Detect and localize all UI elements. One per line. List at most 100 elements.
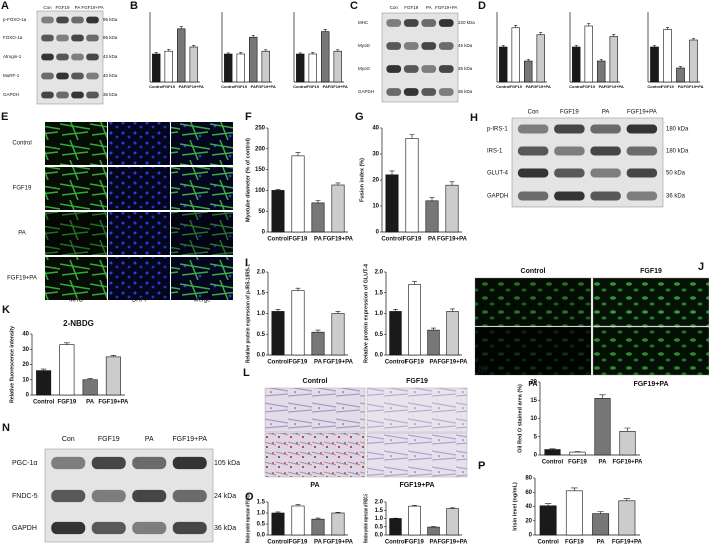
bar — [427, 526, 440, 536]
blot-band — [403, 42, 419, 50]
bar — [408, 505, 421, 536]
bar — [82, 379, 98, 396]
image-label: PA — [528, 381, 537, 388]
lane-label: Con — [62, 436, 75, 443]
size-label: 24 kDa — [214, 493, 236, 500]
error-bar — [429, 197, 435, 201]
bar — [594, 398, 611, 456]
lane-label: Con — [390, 5, 399, 10]
blot-band — [132, 521, 167, 535]
bar — [650, 46, 659, 83]
bar — [271, 311, 285, 356]
blot-band — [56, 16, 69, 24]
error-bar — [239, 52, 243, 54]
error-bar — [597, 511, 604, 514]
lane-label: FGF19 — [404, 5, 419, 10]
micrograph-shade — [475, 327, 591, 375]
error-bar — [549, 448, 556, 450]
y-tick-label: 80 — [525, 476, 532, 482]
x-tick-label: PA — [314, 237, 323, 243]
error-bar — [691, 37, 696, 40]
error-bar — [449, 181, 455, 186]
error-bar — [264, 49, 268, 52]
y-tick-label: 0.5 — [375, 332, 384, 338]
lane-label: PA — [602, 110, 610, 116]
lane-label: FGF19+PA — [435, 5, 457, 10]
bar — [164, 50, 173, 83]
x-tick-label: FGF19+PA — [98, 400, 129, 406]
y-tick-label: 30 — [22, 347, 29, 353]
panel-letter: D — [478, 0, 486, 12]
x-tick-label: Control — [267, 540, 289, 546]
error-bar — [412, 505, 417, 507]
x-tick-label: Control — [221, 84, 235, 89]
size-label: 40 kDa — [103, 73, 118, 78]
blot-band — [438, 42, 454, 50]
blot-band — [554, 146, 585, 156]
column-label: Merge — [193, 298, 211, 304]
x-tick-label: PA — [179, 84, 184, 89]
y-tick-label: 100 — [255, 188, 266, 194]
lane-label: PA — [75, 5, 81, 10]
y-tick-label: 10 — [530, 416, 537, 422]
bar — [177, 28, 186, 83]
image-label: PA — [310, 482, 319, 489]
bar — [389, 311, 402, 356]
bar — [544, 449, 561, 456]
bar — [663, 29, 672, 83]
error-bar — [315, 200, 321, 203]
micrograph — [108, 257, 170, 300]
y-axis-label: Relative protein expression of PGC-1α — [245, 494, 251, 543]
micrograph-shade — [45, 212, 107, 255]
bar — [291, 155, 305, 233]
protein-label: GLUT-4 — [487, 171, 509, 177]
image-label: Control — [303, 378, 328, 385]
error-bar — [315, 517, 321, 520]
x-tick-label: Control — [385, 540, 407, 546]
x-tick-label: FGF19 — [163, 84, 176, 89]
y-tick-label: 0 — [529, 533, 533, 539]
y-tick-label: 50 — [258, 209, 265, 215]
column-label: MHC — [69, 298, 83, 304]
error-bar — [599, 394, 606, 399]
protein-label: GAPDH — [3, 92, 19, 97]
blot-band — [41, 53, 54, 61]
size-label: 35 kDa — [458, 66, 473, 71]
x-tick-label: FGF19 — [405, 360, 424, 366]
x-tick-label: PA — [314, 540, 323, 546]
y-tick-label: 40 — [22, 332, 29, 338]
error-bar — [192, 45, 196, 47]
x-tick-label: Control — [267, 237, 289, 243]
panel-letter: K — [2, 304, 10, 316]
size-label: 42 kDa — [103, 54, 118, 59]
y-tick-label: 2.0 — [375, 500, 384, 506]
bar — [36, 370, 52, 396]
panel-letter: B — [130, 0, 138, 12]
panel-letter: A — [1, 0, 9, 12]
blot-band — [590, 146, 621, 156]
x-tick-label: PA — [251, 84, 256, 89]
error-bar — [87, 378, 94, 380]
error-bar — [624, 427, 631, 432]
bar — [271, 512, 285, 536]
bar — [291, 290, 305, 356]
lane-label: FGF19+PA — [172, 436, 207, 443]
column-label: DAPI — [132, 298, 146, 304]
protein-label: FNDC-5 — [12, 493, 38, 500]
panel-letter: I — [245, 257, 248, 269]
x-tick-label: FGF19 — [405, 540, 424, 546]
blot-band — [438, 19, 454, 27]
micrograph — [45, 167, 107, 210]
x-tick-label: Control — [149, 84, 163, 89]
x-tick-label: FGF19+PA — [612, 460, 643, 466]
bar — [511, 27, 520, 83]
row-label: Control — [12, 141, 31, 147]
micrograph — [171, 122, 233, 165]
micrograph — [592, 277, 709, 327]
error-bar — [251, 34, 255, 38]
size-label: 180 kDa — [666, 127, 689, 133]
blot-band — [517, 168, 549, 178]
x-tick-label: PA — [428, 237, 437, 243]
error-bar — [599, 58, 603, 61]
panel-letter: G — [355, 111, 364, 123]
